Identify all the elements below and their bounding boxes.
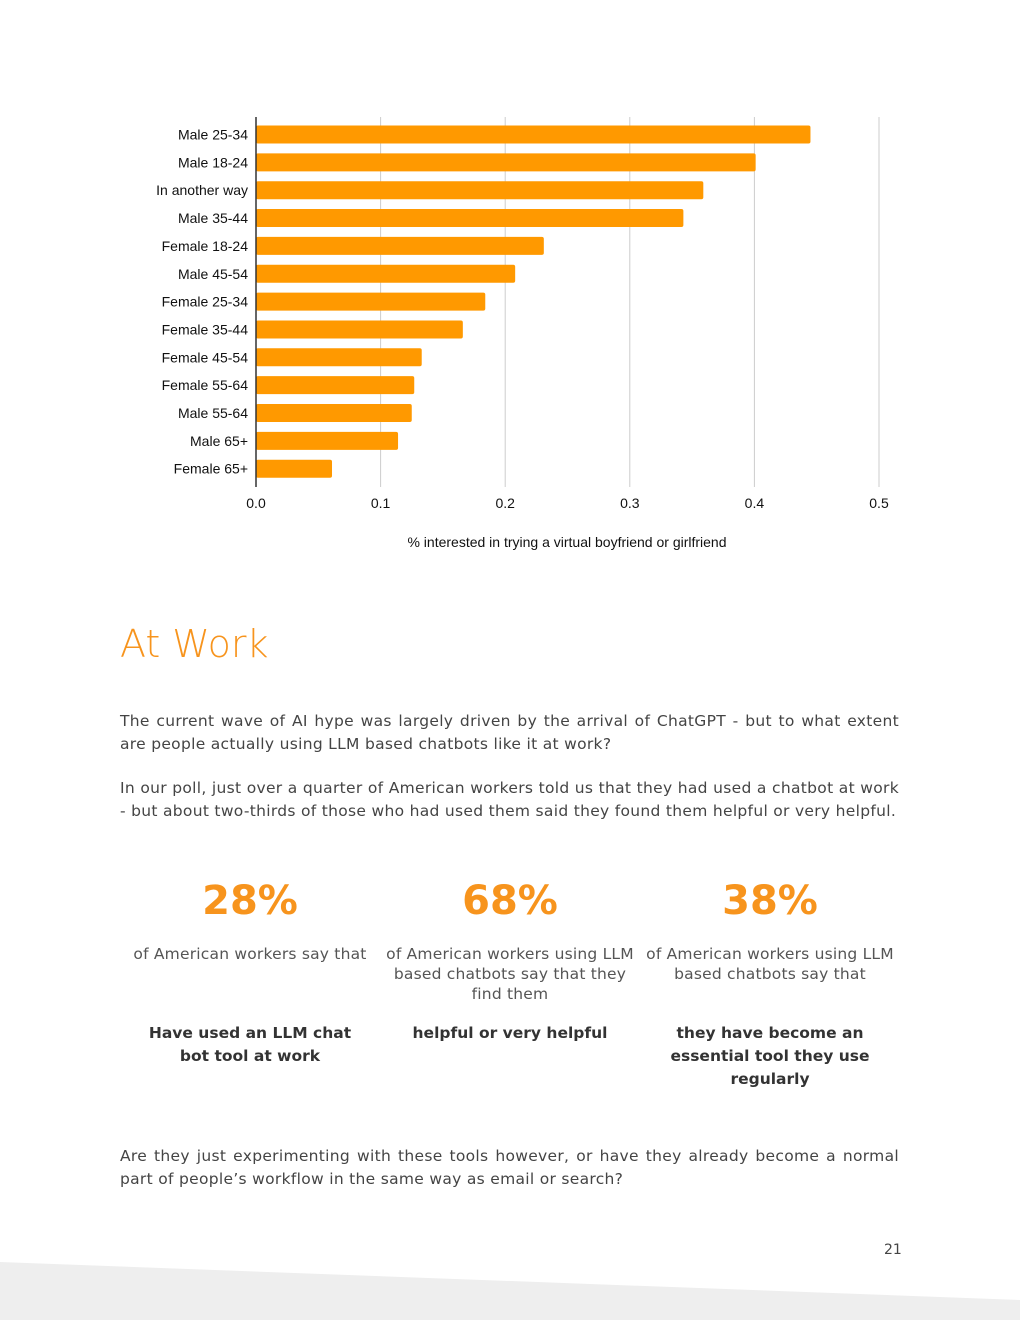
- stat-value: 28%: [202, 878, 298, 924]
- stat-value: 68%: [462, 878, 558, 924]
- x-tick-label: 0.0: [246, 495, 266, 511]
- x-tick-label: 0.1: [371, 495, 391, 511]
- y-category-label: Female 25-34: [162, 294, 249, 310]
- bar: [256, 236, 544, 255]
- stat-highlight: Have used an LLM chat bot tool at work: [148, 1024, 352, 1065]
- x-tick-label: 0.3: [620, 495, 640, 511]
- bar-chart: 0.0 0.1 0.2 0.3 0.4 0.5 Male 25-34 Male 18-24 In…: [156, 117, 889, 550]
- page-number: 21: [884, 1242, 902, 1258]
- stat-1: 28% of American workers say that Have us…: [125, 878, 375, 1068]
- stat-3: 38% of American workers using LLM based …: [645, 878, 895, 1091]
- x-tick-label: 0.4: [745, 495, 765, 511]
- y-category-label: Male 35-44: [178, 210, 248, 226]
- bar: [256, 431, 399, 450]
- stat-description: of American workers using LLM based chat…: [646, 945, 894, 983]
- y-category-label: Female 65+: [174, 461, 248, 477]
- bar: [256, 181, 704, 200]
- x-tick-label: 0.2: [495, 495, 515, 511]
- bar: [256, 376, 415, 395]
- bar: [256, 125, 811, 144]
- paragraph-1: The current wave of AI hype was largely …: [120, 712, 899, 753]
- x-tick-label: 0.5: [869, 495, 889, 511]
- bar: [256, 209, 684, 228]
- stat-2: 68% of American workers using LLM based …: [385, 878, 635, 1045]
- y-category-label: Male 25-34: [178, 127, 248, 143]
- y-category-label: Female 35-44: [162, 321, 249, 337]
- bar: [256, 264, 516, 283]
- section-title: At Work: [120, 622, 269, 666]
- y-category-label: In another way: [156, 182, 248, 198]
- bar: [256, 153, 756, 172]
- footer-band: [0, 1262, 1020, 1320]
- y-category-label: Male 65+: [190, 433, 248, 449]
- stat-description: of American workers using LLM based chat…: [386, 945, 634, 1003]
- bar: [256, 348, 422, 367]
- bar: [256, 292, 486, 311]
- y-category-label: Male 45-54: [178, 266, 248, 282]
- x-axis-label: % interested in trying a virtual boyfrie…: [407, 534, 726, 550]
- stat-description: of American workers say that: [133, 945, 367, 963]
- y-category-label: Female 45-54: [162, 349, 249, 365]
- y-category-label: Male 18-24: [178, 154, 248, 170]
- stat-highlight: they have become an essential tool they …: [670, 1024, 870, 1088]
- stat-value: 38%: [722, 878, 818, 924]
- y-category-label: Female 55-64: [162, 377, 249, 393]
- paragraph-2: In our poll, just over a quarter of Amer…: [120, 779, 899, 820]
- bar: [256, 459, 333, 478]
- stat-highlight: helpful or very helpful: [412, 1024, 608, 1042]
- bar: [256, 320, 463, 339]
- y-category-label: Male 55-64: [178, 405, 248, 421]
- bar: [256, 404, 412, 422]
- y-category-label: Female 18-24: [162, 238, 249, 254]
- paragraph-3: Are they just experimenting with these t…: [120, 1147, 899, 1188]
